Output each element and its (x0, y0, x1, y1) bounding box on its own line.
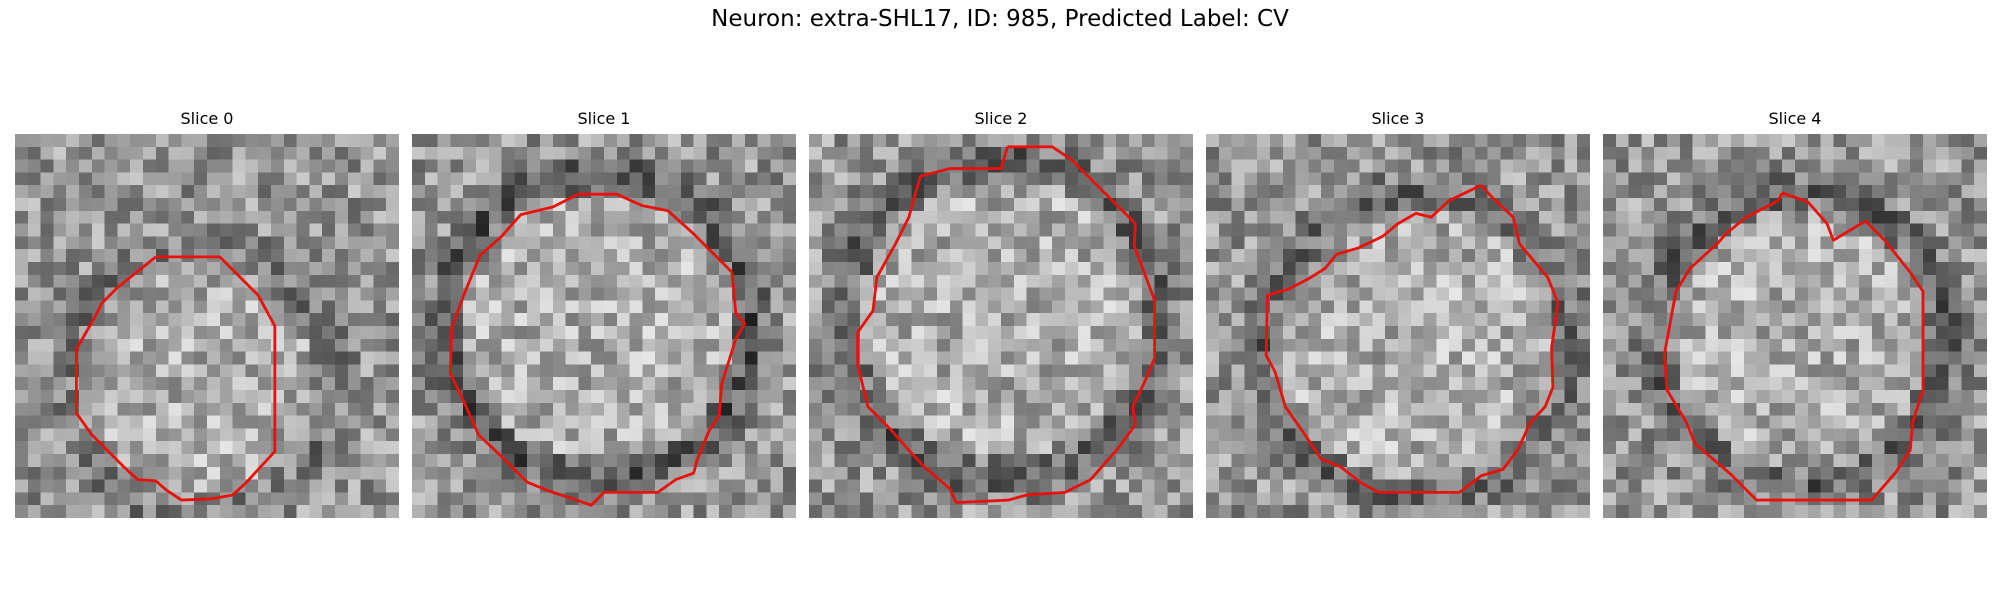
pixel-grid-4 (1603, 134, 1987, 518)
slice-title-2: Slice 2 (974, 109, 1028, 128)
slice-panel-1: Slice 1 (412, 108, 796, 518)
figure-title: Neuron: extra-SHL17, ID: 985, Predicted … (711, 6, 1289, 32)
slice-panel-3: Slice 3 (1206, 108, 1590, 518)
pixel-grid-2 (809, 134, 1193, 518)
slice-panel-2: Slice 2 (809, 108, 1193, 518)
slice-image-0 (15, 134, 399, 518)
slice-title-3: Slice 3 (1371, 109, 1425, 128)
pixel-grid-3 (1206, 134, 1590, 518)
contour-outline-2 (856, 145, 1157, 505)
slice-image-4 (1603, 134, 1987, 518)
contour-outline-3 (1264, 183, 1560, 494)
pixel-grid-1 (412, 134, 796, 518)
contour-outline-4 (1663, 191, 1925, 502)
slice-title-0: Slice 0 (180, 109, 234, 128)
slice-image-2 (809, 134, 1193, 518)
contour-outline-0 (75, 255, 277, 502)
slice-panel-4: Slice 4 (1603, 108, 1987, 518)
slice-title-4: Slice 4 (1768, 109, 1822, 128)
slice-image-1 (412, 134, 796, 518)
slice-title-1: Slice 1 (577, 109, 631, 128)
slice-image-3 (1206, 134, 1590, 518)
contour-outline-1 (448, 192, 747, 507)
pixel-grid-0 (15, 134, 399, 518)
slice-panel-0: Slice 0 (15, 108, 399, 518)
